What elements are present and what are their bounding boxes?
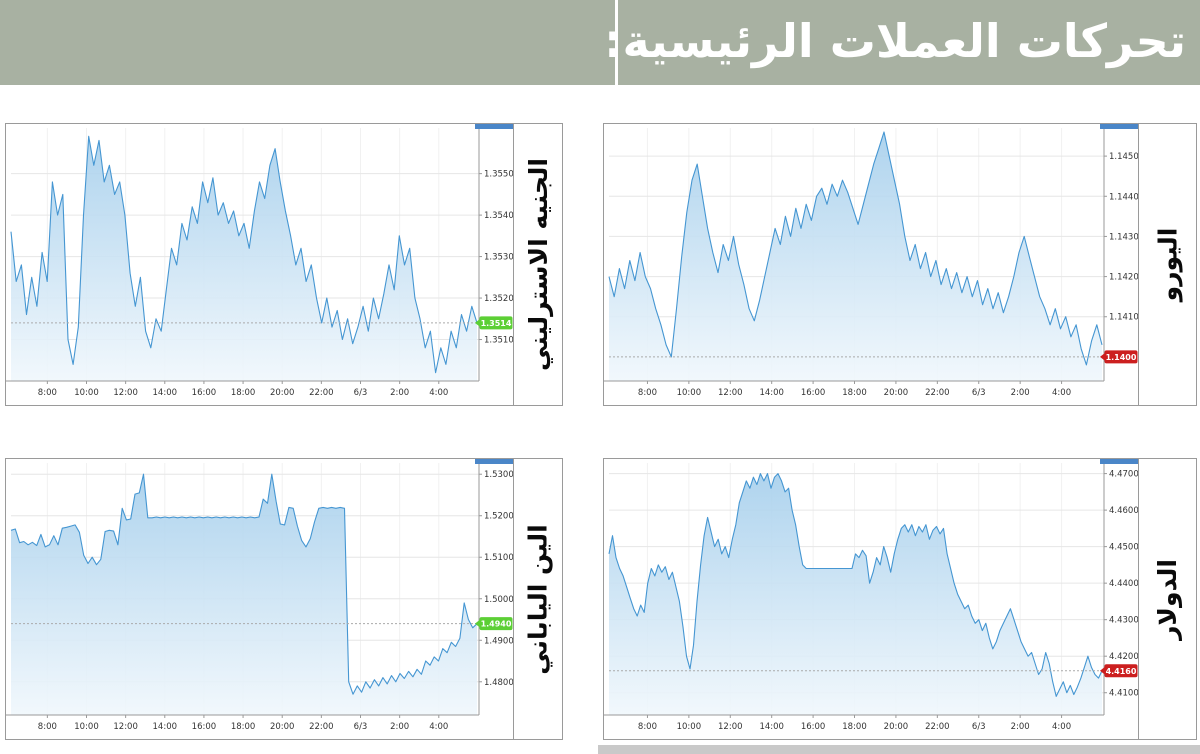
svg-text:4.4700: 4.4700 — [1109, 470, 1138, 480]
header-divider — [615, 0, 618, 85]
svg-text:16:00: 16:00 — [192, 388, 217, 398]
svg-text:1.1440: 1.1440 — [1109, 192, 1138, 202]
svg-text:4:00: 4:00 — [429, 722, 448, 732]
gbp-chart-canvas: 8:00 10:00 12:00 14:00 16:00 18:00 20:00 22:00 6… — [6, 124, 513, 405]
chart-title-jpy: الين الياباني — [523, 523, 553, 675]
svg-text:8:00: 8:00 — [38, 722, 57, 732]
svg-text:8:00: 8:00 — [638, 388, 657, 398]
svg-text:1.3540: 1.3540 — [484, 211, 513, 221]
svg-text:22:00: 22:00 — [309, 722, 334, 732]
svg-text:1.3510: 1.3510 — [484, 336, 513, 346]
svg-text:12:00: 12:00 — [113, 388, 138, 398]
svg-text:1.5300: 1.5300 — [484, 470, 513, 480]
eur-chart-canvas: 8:00 10:00 12:00 14:00 16:00 18:00 20:00 22:00 6… — [604, 124, 1138, 405]
svg-text:1.4900: 1.4900 — [484, 636, 513, 646]
svg-text:2:00: 2:00 — [390, 722, 409, 732]
svg-text:18:00: 18:00 — [231, 722, 256, 732]
svg-text:4.4100: 4.4100 — [1109, 689, 1138, 699]
svg-text:12:00: 12:00 — [113, 722, 138, 732]
svg-text:1.3550: 1.3550 — [484, 170, 513, 180]
usd-chart-canvas: 8:00 10:00 12:00 14:00 16:00 18:00 20:00 22:00 6… — [604, 459, 1138, 739]
svg-text:6/3: 6/3 — [972, 722, 986, 732]
svg-text:4.4500: 4.4500 — [1109, 543, 1138, 553]
svg-text:14:00: 14:00 — [759, 722, 784, 732]
svg-text:2:00: 2:00 — [1011, 722, 1030, 732]
svg-text:20:00: 20:00 — [270, 722, 295, 732]
svg-text:6/3: 6/3 — [972, 388, 986, 398]
svg-text:10:00: 10:00 — [74, 722, 99, 732]
jpy-title-column: الين الياباني — [513, 459, 562, 739]
svg-text:22:00: 22:00 — [925, 388, 950, 398]
chart-title-usd: الدولار — [1153, 558, 1183, 640]
svg-text:14:00: 14:00 — [153, 722, 178, 732]
svg-text:1.1400: 1.1400 — [1106, 353, 1137, 362]
svg-text:4.4400: 4.4400 — [1109, 579, 1138, 589]
svg-text:18:00: 18:00 — [842, 722, 867, 732]
chart-widget-gbp: 8:00 10:00 12:00 14:00 16:00 18:00 20:00 22:00 6… — [5, 123, 563, 406]
svg-text:6/3: 6/3 — [354, 722, 368, 732]
gbp-title-column: الجنيه الاسترليني — [513, 124, 562, 405]
svg-text:10:00: 10:00 — [74, 388, 99, 398]
svg-text:20:00: 20:00 — [884, 388, 909, 398]
jpy-chart-canvas: 8:00 10:00 12:00 14:00 16:00 18:00 20:00 22:00 6… — [6, 459, 513, 739]
page-title: تحركات العملات الرئيسية: — [604, 14, 1186, 68]
eur-title-column: اليورو — [1138, 124, 1196, 405]
svg-text:1.3514: 1.3514 — [481, 319, 512, 328]
svg-text:4.4300: 4.4300 — [1109, 616, 1138, 626]
bottom-divider — [598, 745, 1200, 754]
svg-text:1.3520: 1.3520 — [484, 294, 513, 304]
svg-text:1.1410: 1.1410 — [1109, 313, 1138, 323]
chart-title-eur: اليورو — [1153, 227, 1182, 302]
svg-text:4.4200: 4.4200 — [1109, 652, 1138, 662]
svg-text:1.4940: 1.4940 — [481, 620, 512, 629]
svg-text:4:00: 4:00 — [1052, 722, 1071, 732]
svg-text:4:00: 4:00 — [429, 388, 448, 398]
svg-text:18:00: 18:00 — [231, 388, 256, 398]
svg-text:1.1450: 1.1450 — [1109, 152, 1138, 162]
svg-text:6/3: 6/3 — [354, 388, 368, 398]
svg-text:16:00: 16:00 — [801, 388, 826, 398]
chart-title-gbp: الجنيه الاسترليني — [523, 158, 553, 371]
svg-text:1.5000: 1.5000 — [484, 595, 513, 605]
svg-text:12:00: 12:00 — [718, 722, 743, 732]
svg-text:1.1430: 1.1430 — [1109, 232, 1138, 242]
svg-text:1.5200: 1.5200 — [484, 512, 513, 522]
svg-text:16:00: 16:00 — [801, 722, 826, 732]
svg-text:20:00: 20:00 — [270, 388, 295, 398]
svg-text:14:00: 14:00 — [759, 388, 784, 398]
svg-text:10:00: 10:00 — [677, 388, 702, 398]
chart-widget-jpy: 8:00 10:00 12:00 14:00 16:00 18:00 20:00 22:00 6… — [5, 458, 563, 740]
svg-text:4:00: 4:00 — [1052, 388, 1071, 398]
svg-text:12:00: 12:00 — [718, 388, 743, 398]
usd-title-column: الدولار — [1138, 459, 1196, 739]
chart-widget-usd: 8:00 10:00 12:00 14:00 16:00 18:00 20:00 22:00 6… — [603, 458, 1197, 740]
svg-text:20:00: 20:00 — [884, 722, 909, 732]
svg-text:1.5100: 1.5100 — [484, 553, 513, 563]
header-bar: تحركات العملات الرئيسية: — [0, 0, 1200, 85]
svg-text:22:00: 22:00 — [925, 722, 950, 732]
svg-text:22:00: 22:00 — [309, 388, 334, 398]
svg-text:16:00: 16:00 — [192, 722, 217, 732]
svg-text:4.4160: 4.4160 — [1106, 667, 1137, 676]
svg-text:10:00: 10:00 — [677, 722, 702, 732]
svg-text:1.3530: 1.3530 — [484, 253, 513, 263]
svg-text:1.4800: 1.4800 — [484, 678, 513, 688]
svg-text:2:00: 2:00 — [1011, 388, 1030, 398]
svg-text:1.1420: 1.1420 — [1109, 273, 1138, 283]
svg-text:4.4600: 4.4600 — [1109, 506, 1138, 516]
svg-text:18:00: 18:00 — [842, 388, 867, 398]
svg-text:8:00: 8:00 — [638, 722, 657, 732]
svg-text:8:00: 8:00 — [38, 388, 57, 398]
svg-text:2:00: 2:00 — [390, 388, 409, 398]
svg-text:14:00: 14:00 — [153, 388, 178, 398]
chart-widget-eur: 8:00 10:00 12:00 14:00 16:00 18:00 20:00 22:00 6… — [603, 123, 1197, 406]
